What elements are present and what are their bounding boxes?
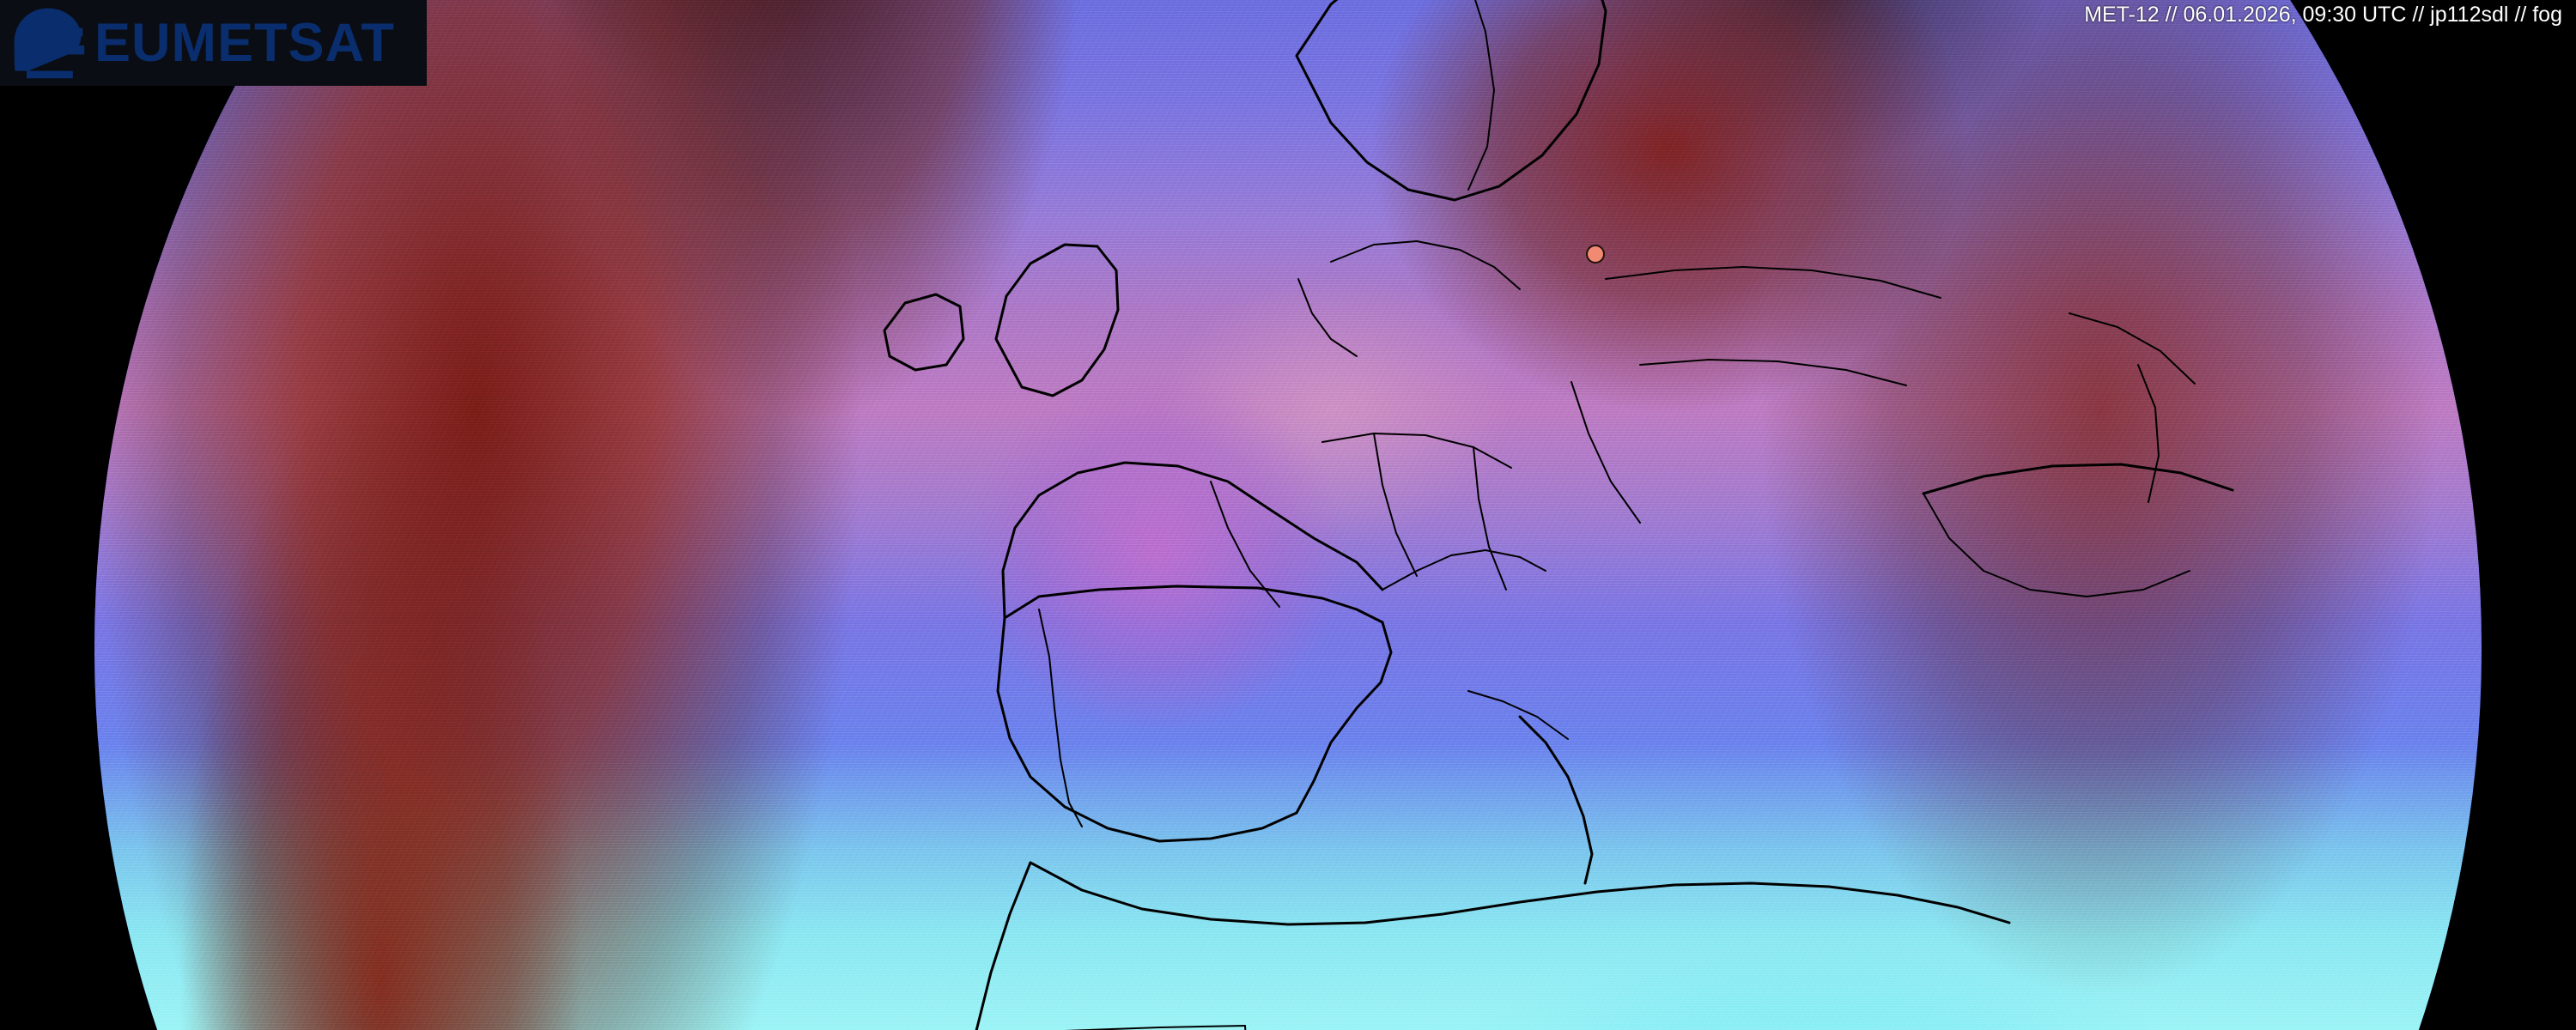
eumetsat-globe-e-icon	[14, 8, 85, 79]
scandinavia-land-signal	[94, 0, 2482, 1030]
eumetsat-wordmark: EUMETSAT	[94, 12, 395, 73]
image-caption: MET-12 // 06.01.2026, 09:30 UTC // jp112…	[2084, 3, 2562, 27]
eumetsat-logo: EUMETSAT	[0, 0, 427, 86]
coastline-overlay	[94, 0, 2482, 1030]
scanline-texture	[94, 0, 2482, 1030]
sensor-noise-texture	[94, 0, 2482, 1030]
earth-full-disc	[94, 0, 2482, 1030]
location-marker[interactable]	[1586, 245, 1605, 264]
